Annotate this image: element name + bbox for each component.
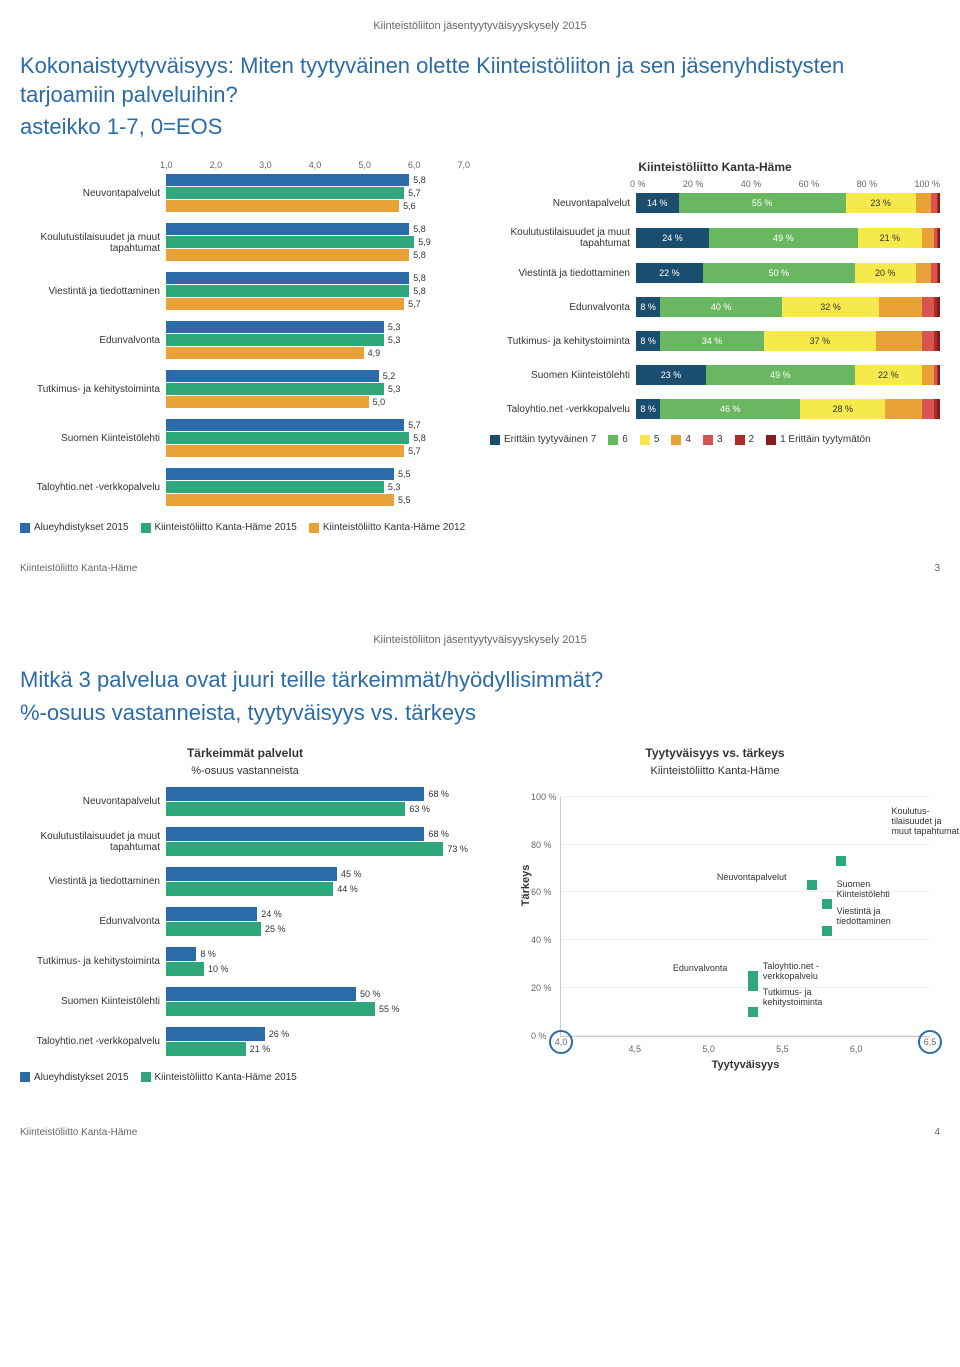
bar-row: Tutkimus- ja kehitystoiminta8 %10 % xyxy=(20,947,470,977)
slide1-subtitle: asteikko 1-7, 0=EOS xyxy=(20,114,940,140)
scatter-point xyxy=(822,926,832,936)
legend-item: Kiinteistöliitto Kanta-Häme 2012 xyxy=(309,522,465,533)
bar-row: Edunvalvonta24 %25 % xyxy=(20,907,470,937)
scatter-point xyxy=(836,856,846,866)
bar-row: Koulutustilaisuudet ja muut tapahtumat5,… xyxy=(20,223,470,262)
footer-left2: Kiinteistöliitto Kanta-Häme xyxy=(20,1127,137,1138)
stacked-row: Suomen Kiinteistölehti23 %49 %22 % xyxy=(490,365,940,385)
legend-item: Kiinteistöliitto Kanta-Häme 2015 xyxy=(141,1072,297,1083)
bar-row: Suomen Kiinteistölehti5,75,85,7 xyxy=(20,419,470,458)
bar-row: Koulutustilaisuudet ja muut tapahtumat68… xyxy=(20,827,470,857)
slide1-title: Kokonaistyytyväisyys: Miten tyytyväinen … xyxy=(20,52,940,109)
bar-row: Viestintä ja tiedottaminen45 %44 % xyxy=(20,867,470,897)
right-chart-title: Kiinteistöliitto Kanta-Häme xyxy=(490,160,940,174)
legend-item: 6 xyxy=(608,434,628,445)
bar-row: Tutkimus- ja kehitystoiminta5,25,35,0 xyxy=(20,370,470,409)
footer-right: 3 xyxy=(934,563,940,574)
slide2-scatter: Tyytyväisyys vs. tärkeys Kiinteistöliitt… xyxy=(490,746,940,1097)
scatter-point xyxy=(748,981,758,991)
legend-item: 1 Erittäin tyytymätön xyxy=(766,434,871,445)
legend-item: 4 xyxy=(671,434,691,445)
stacked-row: Edunvalvonta8 %40 %32 % xyxy=(490,297,940,317)
x-axis-label: Tyytyväisyys xyxy=(712,1059,780,1071)
left2-title: Tärkeimmät palvelut xyxy=(20,746,470,760)
slide-2: Kiinteistöliiton jäsentyytyväisyyskysely… xyxy=(20,634,940,1138)
scatter-point xyxy=(748,971,758,981)
slide2-title: Mitkä 3 palvelua ovat juuri teille tärke… xyxy=(20,666,940,695)
stacked-row: Koulutustilaisuudet ja muut tapahtumat24… xyxy=(490,227,940,249)
header2: Kiinteistöliiton jäsentyytyväisyyskysely… xyxy=(20,634,940,646)
stacked-row: Neuvontapalvelut14 %55 %23 % xyxy=(490,193,940,213)
bar-row: Taloyhtio.net -verkkopalvelu5,55,35,5 xyxy=(20,468,470,507)
legend-item: 5 xyxy=(640,434,660,445)
legend-item: Kiinteistöliitto Kanta-Häme 2015 xyxy=(141,522,297,533)
scatter-title: Tyytyväisyys vs. tärkeys xyxy=(490,746,940,760)
left2-sub: %-osuus vastanneista xyxy=(20,765,470,777)
slide-1: Kiinteistöliiton jäsentyytyväisyyskysely… xyxy=(20,20,940,574)
y-axis-label: Tärkeys xyxy=(520,864,532,906)
stacked-row: Taloyhtio.net -verkkopalvelu8 %46 %28 % xyxy=(490,399,940,419)
legend-item: 3 xyxy=(703,434,723,445)
stacked-row: Tutkimus- ja kehitystoiminta8 %34 %37 % xyxy=(490,331,940,351)
footer-left: Kiinteistöliitto Kanta-Häme xyxy=(20,563,137,574)
stacked-row: Viestintä ja tiedottaminen22 %50 %20 % xyxy=(490,263,940,283)
scatter-sub: Kiinteistöliitto Kanta-Häme xyxy=(490,765,940,777)
header: Kiinteistöliiton jäsentyytyväisyyskysely… xyxy=(20,20,940,32)
footer-right2: 4 xyxy=(934,1127,940,1138)
slide1-right-chart: Kiinteistöliitto Kanta-Häme 0 %20 %40 %6… xyxy=(490,160,940,533)
legend-item: Alueyhdistykset 2015 xyxy=(20,1072,129,1083)
bar-row: Neuvontapalvelut5,85,75,6 xyxy=(20,174,470,213)
bar-row: Taloyhtio.net -verkkopalvelu26 %21 % xyxy=(20,1027,470,1057)
bar-row: Neuvontapalvelut68 %63 % xyxy=(20,787,470,817)
scatter-point xyxy=(822,899,832,909)
legend-item: 2 xyxy=(735,434,755,445)
legend-item: Alueyhdistykset 2015 xyxy=(20,522,129,533)
legend-item: Erittäin tyytyväinen 7 xyxy=(490,434,596,445)
slide2-left-chart: Tärkeimmät palvelut %-osuus vastanneista… xyxy=(20,746,470,1097)
bar-row: Suomen Kiinteistölehti50 %55 % xyxy=(20,987,470,1017)
slide2-subtitle: %-osuus vastanneista, tyytyväisyys vs. t… xyxy=(20,700,940,726)
scatter-point xyxy=(748,1007,758,1017)
bar-row: Viestintä ja tiedottaminen5,85,85,7 xyxy=(20,272,470,311)
scatter-point xyxy=(807,880,817,890)
bar-row: Edunvalvonta5,35,34,9 xyxy=(20,321,470,360)
slide1-left-chart: 1,02,03,04,05,06,07,0 Neuvontapalvelut5,… xyxy=(20,160,470,533)
